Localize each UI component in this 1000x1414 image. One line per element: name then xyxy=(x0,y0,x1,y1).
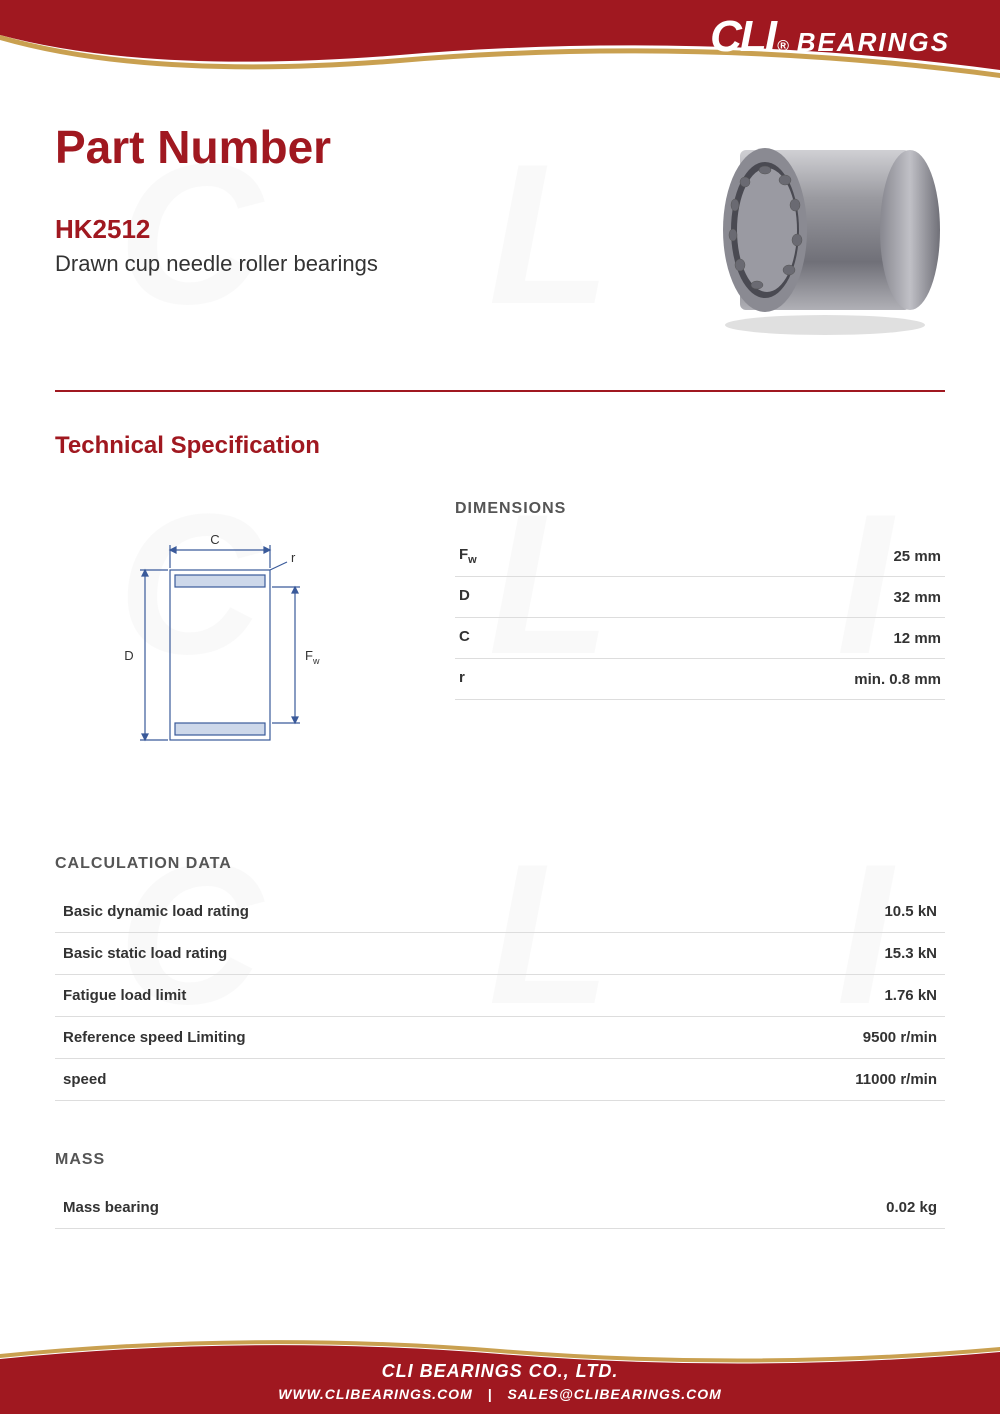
tech-spec-heading: Technical Specification xyxy=(55,432,945,460)
dim-value: 25 mm xyxy=(893,548,941,565)
product-image xyxy=(685,120,945,340)
table-row: Mass bearing 0.02 kg xyxy=(55,1187,945,1229)
logo-sub: BEARINGS xyxy=(797,27,950,58)
footer-text: CLI BEARINGS CO., LTD. WWW.CLIBEARINGS.C… xyxy=(0,1361,1000,1402)
calc-value: 10.5 kN xyxy=(884,903,937,920)
table-row: Basic static load rating 15.3 kN xyxy=(55,933,945,975)
mass-label: Mass bearing xyxy=(63,1199,159,1216)
main-content: Part Number HK2512 Drawn cup needle roll… xyxy=(0,90,1000,1229)
table-row: r min. 0.8 mm xyxy=(455,659,945,700)
table-row: speed 11000 r/min xyxy=(55,1059,945,1101)
bearing-illustration xyxy=(685,120,945,340)
calc-value: 15.3 kN xyxy=(884,945,937,962)
calc-label: Reference speed Limiting xyxy=(63,1029,246,1046)
dimension-diagram: C D Fw r xyxy=(55,500,415,775)
spec-row: C D Fw r DIMENSIONS Fw 25 mm D 32 mm C 1… xyxy=(55,500,945,775)
footer-banner: CLI BEARINGS CO., LTD. WWW.CLIBEARINGS.C… xyxy=(0,1329,1000,1414)
table-row: D 32 mm xyxy=(455,577,945,618)
diagram-label-c: C xyxy=(210,532,219,547)
diagram-label-d: D xyxy=(124,648,133,663)
mass-value: 0.02 kg xyxy=(886,1199,937,1216)
calculation-section: CALCULATION DATA Basic dynamic load rati… xyxy=(55,855,945,1101)
footer-separator: | xyxy=(488,1386,493,1402)
calculation-heading: CALCULATION DATA xyxy=(55,855,945,873)
calc-value: 1.76 kN xyxy=(884,987,937,1004)
table-row: Basic dynamic load rating 10.5 kN xyxy=(55,891,945,933)
diagram-label-fw: Fw xyxy=(305,648,320,666)
dimensions-heading: DIMENSIONS xyxy=(455,500,945,518)
calc-label: Basic dynamic load rating xyxy=(63,903,249,920)
page-title: Part Number xyxy=(55,120,685,174)
calc-label: speed xyxy=(63,1071,106,1088)
logo-registered: ® xyxy=(777,38,789,56)
brand-logo: CLI ® BEARINGS xyxy=(710,12,950,62)
table-row: C 12 mm xyxy=(455,618,945,659)
calc-value: 9500 r/min xyxy=(863,1029,937,1046)
dim-value: 12 mm xyxy=(893,630,941,647)
part-description: Drawn cup needle roller bearings xyxy=(55,251,685,277)
mass-heading: MASS xyxy=(55,1151,945,1169)
dim-label: C xyxy=(459,628,470,648)
table-row: Fatigue load limit 1.76 kN xyxy=(55,975,945,1017)
footer-website: WWW.CLIBEARINGS.COM xyxy=(278,1386,473,1402)
logo-main: CLI xyxy=(710,12,775,62)
dim-value: min. 0.8 mm xyxy=(854,671,941,688)
footer-email: SALES@CLIBEARINGS.COM xyxy=(507,1386,721,1402)
mass-section: MASS Mass bearing 0.02 kg xyxy=(55,1151,945,1229)
dim-value: 32 mm xyxy=(893,589,941,606)
dim-label: D xyxy=(459,587,470,607)
calc-label: Basic static load rating xyxy=(63,945,227,962)
footer-company: CLI BEARINGS CO., LTD. xyxy=(0,1361,1000,1382)
table-row: Fw 25 mm xyxy=(455,536,945,577)
dim-label: Fw xyxy=(459,546,477,566)
part-number: HK2512 xyxy=(55,214,685,245)
header-banner: CLI ® BEARINGS xyxy=(0,0,1000,90)
calc-value: 11000 r/min xyxy=(855,1071,937,1088)
section-divider xyxy=(55,390,945,392)
title-block: Part Number HK2512 Drawn cup needle roll… xyxy=(55,120,685,277)
technical-drawing: C D Fw r xyxy=(115,530,335,770)
dim-label: r xyxy=(459,669,465,689)
diagram-label-r: r xyxy=(291,550,296,565)
title-row: Part Number HK2512 Drawn cup needle roll… xyxy=(55,120,945,340)
dimensions-table: DIMENSIONS Fw 25 mm D 32 mm C 12 mm r mi… xyxy=(455,500,945,775)
calc-label: Fatigue load limit xyxy=(63,987,186,1004)
table-row: Reference speed Limiting 9500 r/min xyxy=(55,1017,945,1059)
footer-links: WWW.CLIBEARINGS.COM | SALES@CLIBEARINGS.… xyxy=(0,1386,1000,1402)
